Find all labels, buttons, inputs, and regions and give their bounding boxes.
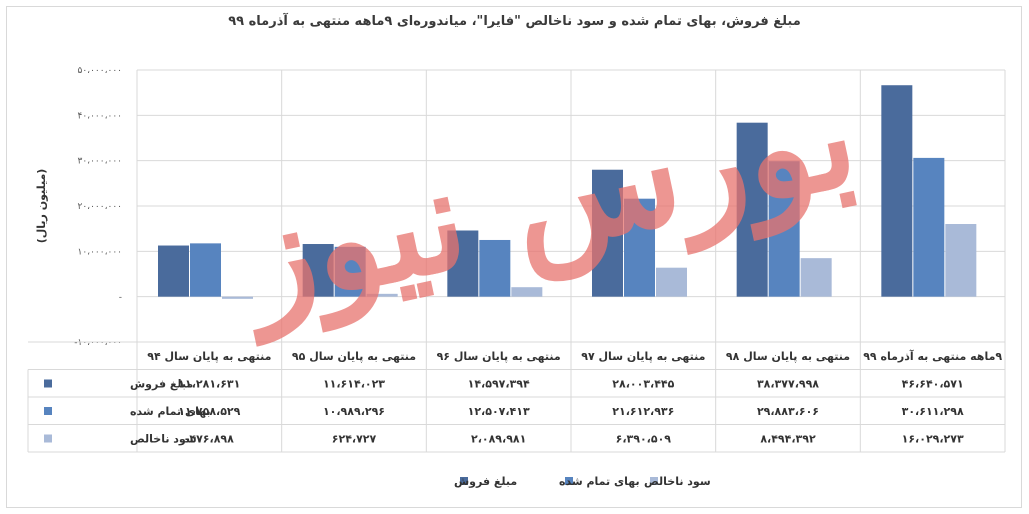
bar-1-2 (302, 244, 334, 297)
legend-label: مبلغ فروش (454, 475, 517, 488)
bar-1-4 (592, 169, 623, 297)
category-label: منتهی به پایان سال ۹۶ (437, 350, 561, 363)
table-cell-value: ۱۱،۶۱۴،۰۲۳ (323, 378, 385, 391)
bar-1-6 (881, 85, 913, 297)
bar-2-2 (334, 246, 366, 297)
table-cell-value: ۶،۳۹۰،۵۰۹ (616, 433, 672, 446)
table-legend-key (44, 379, 52, 388)
bar-2-4 (624, 198, 655, 297)
table-legend-key (44, 434, 52, 443)
table-cell-value: ۱۶،۰۲۹،۲۷۳ (902, 433, 964, 446)
bar-3-6 (945, 224, 977, 297)
bar-3-1 (222, 296, 253, 299)
table-cell-value: ۴۶،۶۴۰،۵۷۱ (902, 378, 964, 391)
y-tick-label: ۳۰،۰۰۰،۰۰۰ (78, 157, 122, 167)
table-cell-value: ۱۱،۲۸۱،۶۳۱ (178, 378, 240, 391)
bar-1-5 (736, 122, 768, 297)
y-tick-label: ۵۰،۰۰۰،۰۰۰ (78, 66, 122, 76)
y-tick-label: -۱۰،۰۰۰،۰۰۰ (74, 338, 122, 348)
category-label: منتهی به پایان سال ۹۴ (147, 350, 271, 363)
table-cell-value: ۲۸،۰۰۳،۴۴۵ (612, 378, 674, 391)
category-label: منتهی به پایان سال ۹۸ (726, 350, 850, 363)
table-row-label: مبلغ فروش (130, 378, 193, 391)
legend-key (460, 477, 468, 485)
table-cell-value: ۲۱،۶۱۲،۹۳۶ (612, 405, 674, 418)
bar-2-3 (479, 239, 511, 297)
y-tick-label: ۴۰،۰۰۰،۰۰۰ (78, 111, 122, 121)
table-row-label: سود ناخالص (130, 433, 197, 446)
bar-2-5 (768, 161, 800, 297)
bar-1-1 (158, 245, 189, 297)
chart-title: مبلغ فروش، بهای تمام شده و سود ناخالص "ف… (228, 14, 801, 29)
bar-1-3 (447, 230, 479, 297)
y-tick-label: - (119, 293, 122, 303)
legend-key (565, 477, 573, 485)
table-cell-value: -۴۷۶،۸۹۸ (185, 433, 234, 446)
bar-2-1 (190, 243, 221, 297)
table-cell-value: ۸،۴۹۴،۳۹۲ (760, 433, 816, 446)
y-axis-label: (میلیون ریال) (35, 169, 48, 244)
bar-2-6 (913, 157, 945, 297)
bar-3-4 (656, 267, 687, 297)
watermark-logo: بورس نیوز (222, 53, 871, 347)
category-label: ۹ماهه منتهی به آذرماه ۹۹ (863, 349, 1002, 363)
table-cell-value: ۲۹،۸۸۳،۶۰۶ (757, 405, 819, 418)
table-cell-value: ۲،۰۸۹،۹۸۱ (471, 433, 526, 446)
y-tick-label: ۲۰،۰۰۰،۰۰۰ (78, 202, 122, 212)
table-cell-value: ۱۱،۷۵۸،۵۲۹ (178, 405, 240, 418)
y-tick-label: ۱۰،۰۰۰،۰۰۰ (78, 247, 122, 257)
bar-3-5 (800, 258, 832, 297)
table-row-label: بهای تمام شده (130, 405, 211, 418)
table-cell-value: ۳۰،۶۱۱،۲۹۸ (902, 405, 964, 418)
bar-3-3 (511, 287, 543, 297)
category-label: منتهی به پایان سال ۹۷ (581, 350, 705, 363)
table-cell-value: ۶۲۴،۷۲۷ (332, 433, 377, 446)
table-legend-key (44, 407, 52, 415)
table-cell-value: ۱۲،۵۰۷،۴۱۳ (468, 405, 530, 418)
table-cell-value: ۱۴،۵۹۷،۳۹۴ (468, 378, 530, 391)
legend-label: بهای تمام شده (559, 475, 640, 488)
bar-3-2 (366, 293, 398, 297)
legend-label: سود ناخالص (644, 475, 711, 488)
table-cell-value: ۱۰،۹۸۹،۲۹۶ (323, 405, 385, 418)
table-cell-value: ۳۸،۳۷۷،۹۹۸ (757, 378, 819, 391)
legend-key (650, 477, 658, 485)
category-label: منتهی به پایان سال ۹۵ (292, 350, 416, 363)
